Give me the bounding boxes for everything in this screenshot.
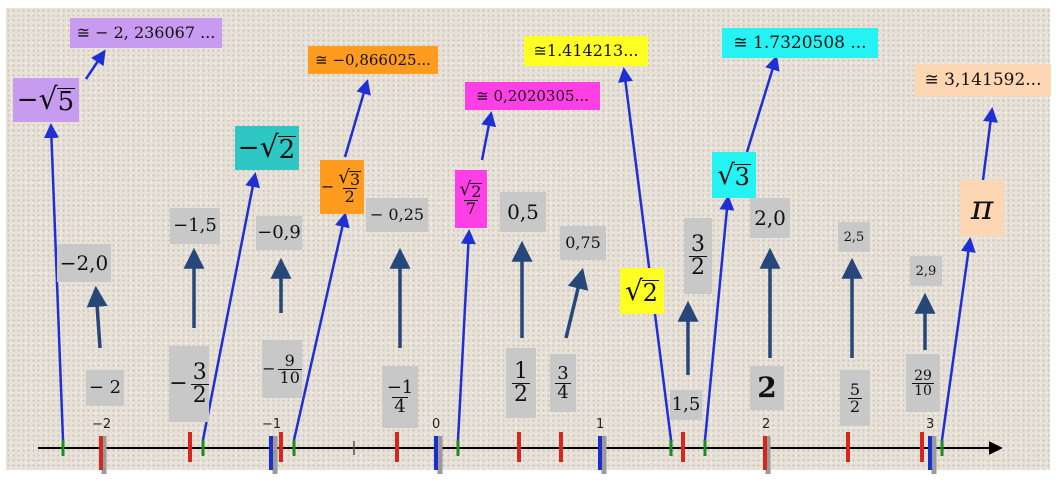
denominator: 10 (277, 367, 302, 387)
expr-sqrt3: √ 3 (712, 152, 756, 198)
neg-sign: − (237, 133, 260, 163)
axis-label-neg2: −2 (92, 417, 112, 432)
denominator: 2 (190, 382, 209, 408)
decimal-neg2: −2,0 (57, 244, 111, 282)
numerator: 29 (914, 367, 932, 384)
approx-sqrt2: ≅1.414213... (524, 36, 648, 66)
fraction-3-2: 3 2 (684, 218, 712, 294)
denominator: 7 (463, 198, 479, 218)
neg-sign: − (169, 371, 188, 396)
radical: √ 2 (259, 130, 297, 166)
radicand: 3 (348, 169, 362, 189)
radicand: 3 (733, 162, 751, 191)
denominator: 2 (847, 396, 863, 416)
fraction: 3 4 (555, 362, 571, 403)
integer-shadow-ticks (101, 436, 937, 474)
expr-neg-sqrt5: − √ 5 (13, 78, 79, 122)
numerator: 1 (514, 358, 528, 384)
fraction: 29 10 (912, 369, 934, 398)
expr-neg-sqrt2: − √ 2 (235, 126, 299, 170)
numerator: √ 2 (459, 179, 483, 201)
fraction-3-4: 3 4 (550, 354, 576, 412)
fraction-5-2: 5 2 (840, 370, 870, 426)
decimal-2-9: 2,9 (910, 256, 942, 286)
radical: √ 3 (717, 158, 751, 192)
fraction-neg1-4: −1 4 (382, 366, 418, 428)
radicand: 2 (470, 181, 483, 201)
decimal-2-5: 2,5 (838, 222, 870, 252)
fraction-2: 2 (750, 366, 784, 410)
neg-sign: − (320, 177, 335, 196)
decimal-neg0-25: − 0,25 (366, 198, 428, 232)
decimal-neg0-9: −0,9 (256, 216, 302, 250)
radical: √ 2 (625, 274, 659, 308)
fraction-neg3-2: − 3 2 (169, 346, 209, 422)
fraction: 3 2 (689, 231, 707, 280)
numerator: 3 (691, 231, 705, 257)
expr-sqrt2: √ 2 (620, 268, 664, 314)
denominator: 10 (912, 382, 934, 399)
numerator: 3 (557, 362, 569, 384)
numerator: 9 (284, 350, 295, 370)
axis-label-1: 1 (596, 417, 605, 432)
approx-pi: ≅ 3,141592... (915, 64, 1051, 96)
radicand: 5 (56, 86, 76, 117)
numerator: 5 (849, 379, 861, 399)
fraction-neg9-10: − 9 10 (262, 340, 302, 398)
axis-label-0: 0 (432, 417, 441, 432)
axis-label-2: 2 (762, 417, 771, 432)
radical: √ 5 (38, 82, 76, 118)
irrational-ticks (61, 440, 944, 456)
axis-label-3: 3 (926, 417, 935, 432)
radicand: 2 (277, 134, 297, 165)
neg-sign: − (262, 359, 276, 378)
fraction: 1 2 (512, 358, 530, 407)
fraction: √ 2 7 (458, 179, 485, 218)
fraction-1-2: 1 2 (506, 348, 536, 418)
denominator: 4 (555, 381, 571, 403)
expr-sqrt2-over-7: √ 2 7 (455, 170, 487, 228)
approx-sqrt2-over-7: ≅ 0,2020305... (465, 82, 600, 110)
denominator: 2 (512, 381, 530, 407)
decimal-0-75: 0,75 (560, 226, 606, 260)
rational-ticks (99, 432, 924, 470)
approx-neg-half-sqrt3: ≅ −0,866025... (308, 46, 438, 74)
numerator: 3 (192, 359, 207, 385)
denominator: 4 (392, 395, 408, 417)
irrational-arrows (43, 49, 998, 441)
axis-label-neg1: −1 (262, 417, 282, 432)
fraction: 5 2 (847, 379, 863, 416)
fraction-neg2: − 2 (86, 370, 124, 406)
denominator: 2 (342, 186, 357, 206)
numerator: −1 (386, 376, 414, 398)
numerator: √ 3 (338, 167, 362, 189)
decimal-neg1-5: −1,5 (170, 208, 220, 244)
fraction: 9 10 (277, 350, 302, 387)
decimal-2: 2,0 (750, 198, 790, 238)
approx-sqrt3: ≅ 1.7320508 ... (722, 28, 878, 58)
neg-sign: − (16, 85, 39, 115)
integer-ticks (269, 436, 932, 470)
fraction: √ 3 2 (336, 167, 363, 206)
fraction-1-5: 1,5 (670, 390, 702, 420)
fraction: 3 2 (190, 359, 209, 408)
expr-neg-half-sqrt3: − √ 3 2 (320, 160, 364, 214)
fraction-arrows (86, 240, 936, 375)
fraction: −1 4 (385, 376, 416, 417)
expr-pi: π (960, 180, 1004, 236)
approx-neg-sqrt5: ≅ − 2, 236067 ... (70, 18, 222, 48)
decimal-0-5: 0,5 (500, 192, 546, 232)
radicand: 2 (641, 278, 659, 307)
denominator: 2 (689, 254, 707, 280)
fraction-29-10: 29 10 (906, 354, 940, 412)
